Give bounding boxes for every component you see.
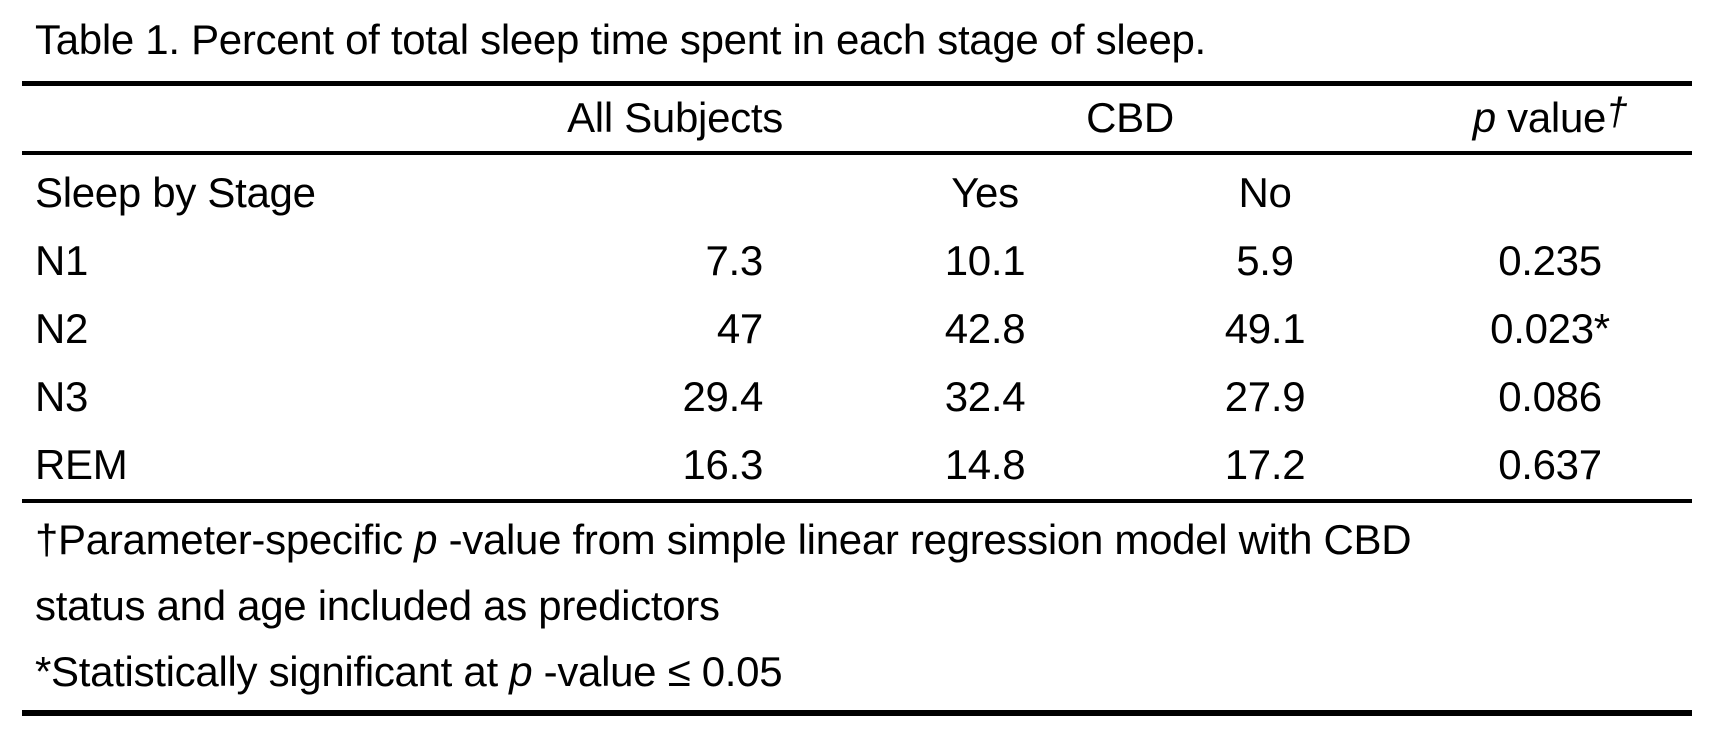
cbd-yes-value: 32.4 [944,373,1026,420]
stage-cell: REM [35,441,128,488]
body-rule [22,499,1692,503]
col-header-p-value: p value† [1440,88,1660,150]
bottom-rule [22,710,1692,716]
all-subjects-value: 47 [716,305,763,352]
column-header-row: All Subjects CBD p value† [0,88,1730,148]
p-value-header-p: p [1472,94,1496,141]
subcol-header-no: No [1238,169,1292,216]
footnote-dagger-line1: †Parameter-specific p -value from simple… [35,507,1412,573]
cbd-no-value: 5.9 [1236,237,1294,284]
p-value-cell: 0.023* [1490,305,1610,352]
p-value-cell: 0.235 [1498,237,1602,284]
footnote-asterisk: *Statistically significant at p -value ≤… [35,639,1411,705]
footnote-text: -value from simple linear regression mod… [437,516,1412,563]
cbd-yes-value: 42.8 [944,305,1026,352]
footnote-text: †Parameter-specific [35,516,415,563]
subheader-row: Sleep by Stage Yes No [0,161,1730,225]
all-subjects-value: 7.3 [705,237,764,284]
p-value-cell: 0.637 [1498,441,1602,488]
footnotes: †Parameter-specific p -value from simple… [35,507,1412,705]
footnote-text: *Statistically significant at [35,648,510,695]
p-value-cell: 0.086 [1498,373,1602,420]
cbd-yes-value: 14.8 [944,441,1026,488]
table-row: N1 7.3 10.1 5.9 0.235 [0,229,1730,293]
header-rule [22,151,1692,155]
stage-cell: N1 [35,237,89,284]
stage-cell: N2 [35,305,89,352]
footnote-text: -value ≤ 0.05 [532,648,783,695]
cbd-no-value: 17.2 [1224,441,1306,488]
p-value-header-label: value [1495,94,1607,141]
all-subjects-value: 29.4 [682,373,763,420]
cbd-no-value: 49.1 [1224,305,1306,352]
table-title: Table 1. Percent of total sleep time spe… [35,16,1206,63]
cbd-no-value: 27.9 [1224,373,1306,420]
top-rule [22,81,1692,86]
dagger-icon: † [1606,91,1628,134]
all-subjects-value: 16.3 [682,441,763,488]
table-row: N2 47 42.8 49.1 0.023* [0,297,1730,361]
table-row: REM 16.3 14.8 17.2 0.637 [0,433,1730,497]
footnote-dagger-line2: status and age included as predictors [35,582,720,629]
footnote-italic-p: p [509,648,533,695]
col-header-cbd: CBD [1086,94,1174,141]
footnote-italic-p: p [414,516,438,563]
subcol-header-yes: Yes [951,169,1019,216]
table-row: N3 29.4 32.4 27.9 0.086 [0,365,1730,429]
row-group-header-sleep-by-stage: Sleep by Stage [35,169,316,216]
stage-cell: N3 [35,373,89,420]
cbd-yes-value: 10.1 [944,237,1026,284]
col-header-all-subjects: All Subjects [567,94,783,141]
